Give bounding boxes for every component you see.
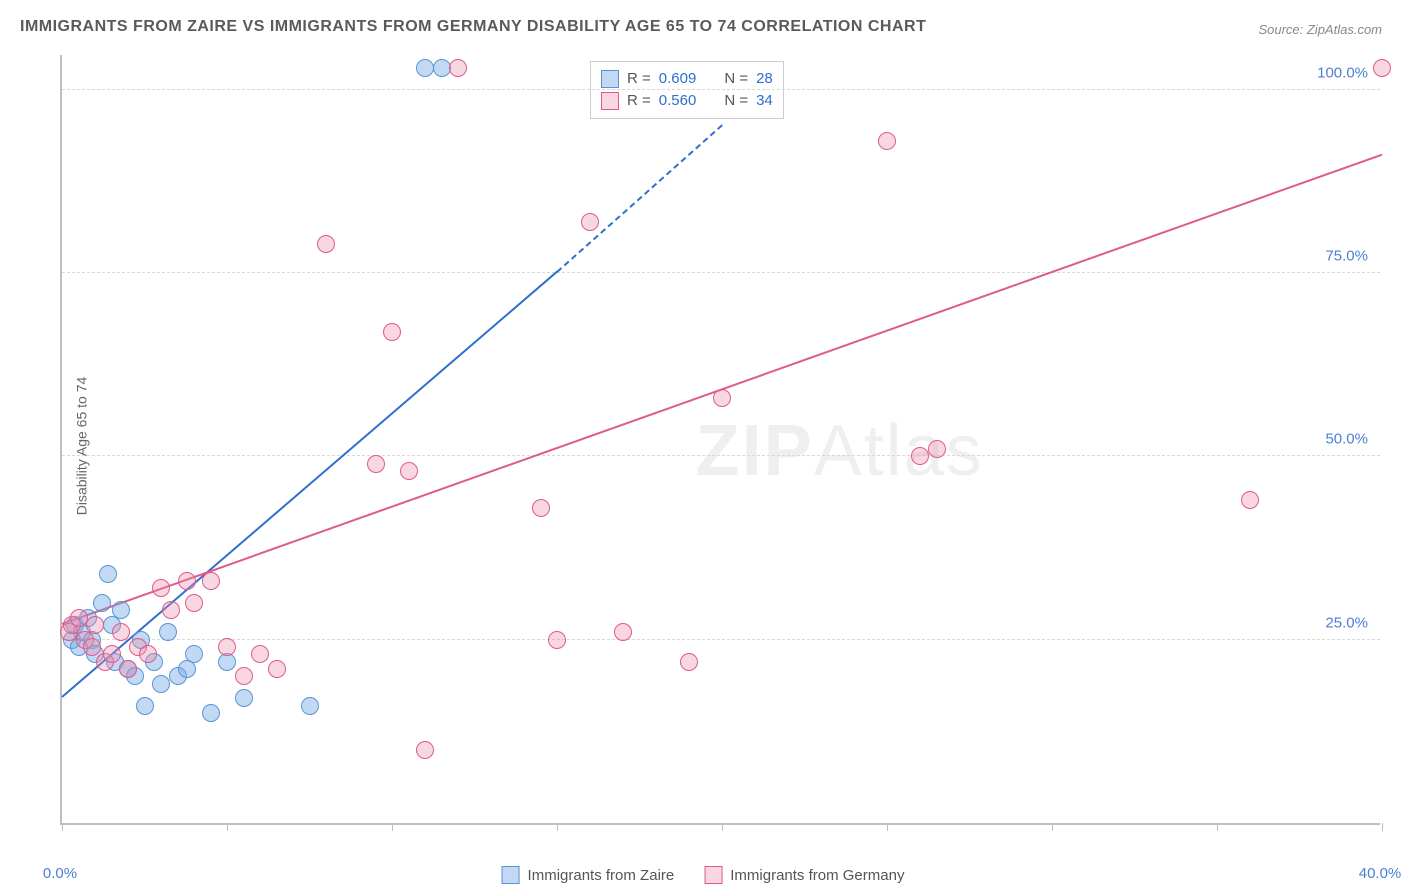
plot-area: ZIPAtlas R = 0.609 N = 28 R = 0.560 N = 34 25.0… <box>60 55 1380 825</box>
scatter-point-germany <box>139 645 157 663</box>
scatter-point-zaire <box>99 565 117 583</box>
chart-title: IMMIGRANTS FROM ZAIRE VS IMMIGRANTS FROM… <box>20 18 926 36</box>
scatter-point-zaire <box>93 594 111 612</box>
scatter-point-zaire <box>185 645 203 663</box>
x-tick <box>722 823 723 831</box>
scatter-point-germany <box>70 609 88 627</box>
x-tick <box>557 823 558 831</box>
scatter-point-zaire <box>152 675 170 693</box>
scatter-point-germany <box>928 440 946 458</box>
y-tick-label: 50.0% <box>1325 431 1368 448</box>
stats-legend-row: R = 0.609 N = 28 <box>601 68 773 90</box>
x-tick <box>227 823 228 831</box>
scatter-point-germany <box>713 389 731 407</box>
scatter-point-zaire <box>202 704 220 722</box>
scatter-point-germany <box>162 601 180 619</box>
scatter-point-germany <box>251 645 269 663</box>
legend-swatch <box>704 866 722 884</box>
stats-legend-row: R = 0.560 N = 34 <box>601 90 773 112</box>
scatter-point-germany <box>178 572 196 590</box>
series-legend-item: Immigrants from Zaire <box>502 866 675 884</box>
series-legend-item: Immigrants from Germany <box>704 866 904 884</box>
legend-swatch <box>502 866 520 884</box>
scatter-point-germany <box>416 741 434 759</box>
scatter-point-germany <box>383 323 401 341</box>
trend-line <box>556 125 722 273</box>
stats-n-label: N = <box>724 68 748 90</box>
scatter-point-germany <box>112 623 130 641</box>
scatter-point-zaire <box>136 697 154 715</box>
gridline-horizontal <box>62 455 1380 456</box>
scatter-point-germany <box>878 132 896 150</box>
scatter-point-germany <box>367 455 385 473</box>
scatter-point-germany <box>268 660 286 678</box>
series-legend-label: Immigrants from Zaire <box>528 867 675 884</box>
x-tick <box>1217 823 1218 831</box>
scatter-point-germany <box>581 213 599 231</box>
stats-r-label: R = <box>627 68 651 90</box>
x-tick <box>1052 823 1053 831</box>
scatter-point-germany <box>532 499 550 517</box>
x-tick <box>887 823 888 831</box>
scatter-point-zaire <box>433 59 451 77</box>
scatter-point-zaire <box>159 623 177 641</box>
gridline-horizontal <box>62 272 1380 273</box>
scatter-point-germany <box>152 579 170 597</box>
scatter-point-germany <box>86 616 104 634</box>
y-tick-label: 75.0% <box>1325 248 1368 265</box>
legend-swatch <box>601 70 619 88</box>
scatter-point-zaire <box>235 689 253 707</box>
scatter-point-germany <box>83 638 101 656</box>
scatter-point-germany <box>235 667 253 685</box>
y-tick-label: 25.0% <box>1325 614 1368 631</box>
x-tick <box>1382 823 1383 831</box>
stats-legend: R = 0.609 N = 28 R = 0.560 N = 34 <box>590 61 784 119</box>
stats-n-label: N = <box>724 90 748 112</box>
chart-container: IMMIGRANTS FROM ZAIRE VS IMMIGRANTS FROM… <box>0 0 1406 892</box>
source-attribution: Source: ZipAtlas.com <box>1258 22 1382 37</box>
watermark-light: Atlas <box>814 411 984 491</box>
x-tick <box>392 823 393 831</box>
scatter-point-germany <box>185 594 203 612</box>
scatter-point-germany <box>449 59 467 77</box>
x-tick <box>62 823 63 831</box>
stats-r-label: R = <box>627 90 651 112</box>
x-tick-label: 40.0% <box>1359 865 1402 882</box>
series-legend: Immigrants from Zaire Immigrants from Ger… <box>502 866 905 884</box>
scatter-point-germany <box>548 631 566 649</box>
scatter-point-germany <box>680 653 698 671</box>
scatter-point-germany <box>218 638 236 656</box>
gridline-horizontal <box>62 89 1380 90</box>
x-tick-label: 0.0% <box>43 865 77 882</box>
stats-n-value: 34 <box>756 90 773 112</box>
y-tick-label: 100.0% <box>1317 64 1368 81</box>
legend-swatch <box>601 92 619 110</box>
scatter-point-germany <box>119 660 137 678</box>
scatter-point-germany <box>103 645 121 663</box>
stats-r-value: 0.609 <box>659 68 697 90</box>
scatter-point-germany <box>317 235 335 253</box>
scatter-point-germany <box>1241 491 1259 509</box>
stats-n-value: 28 <box>756 68 773 90</box>
series-legend-label: Immigrants from Germany <box>730 867 904 884</box>
scatter-point-germany <box>400 462 418 480</box>
scatter-point-germany <box>1373 59 1391 77</box>
scatter-point-zaire <box>301 697 319 715</box>
stats-r-value: 0.560 <box>659 90 697 112</box>
scatter-point-germany <box>202 572 220 590</box>
scatter-point-zaire <box>112 601 130 619</box>
scatter-point-zaire <box>416 59 434 77</box>
scatter-point-germany <box>911 447 929 465</box>
watermark-bold: ZIP <box>696 411 814 491</box>
gridline-horizontal <box>62 639 1380 640</box>
scatter-point-germany <box>614 623 632 641</box>
